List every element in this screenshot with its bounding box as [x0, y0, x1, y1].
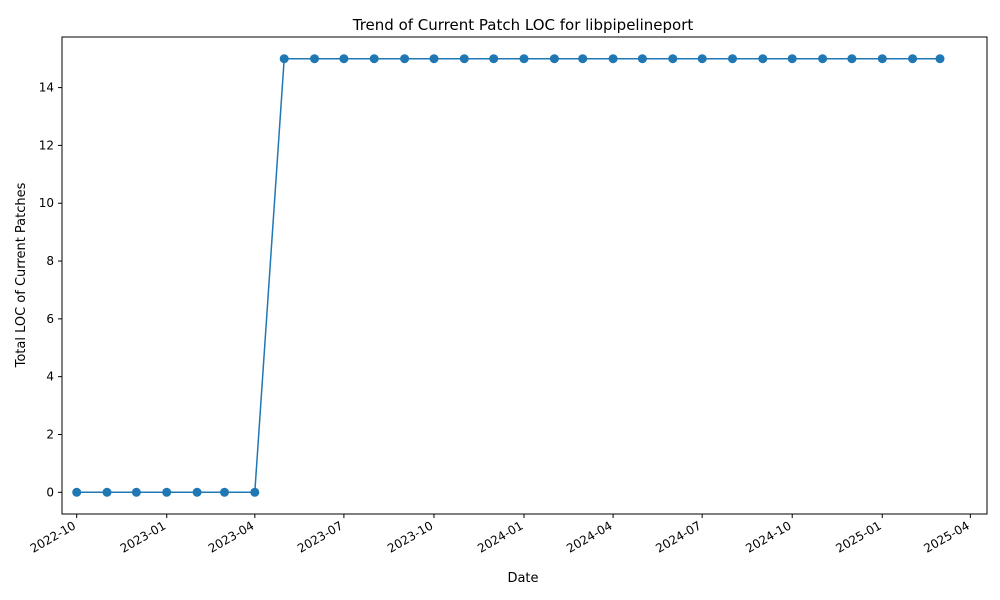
x-tick-label: 2024-07	[653, 518, 703, 555]
series-group	[72, 54, 945, 497]
data-point	[339, 54, 349, 64]
data-point	[250, 487, 260, 497]
data-point	[728, 54, 737, 64]
data-point	[818, 54, 828, 64]
y-tick-label: 14	[39, 81, 54, 95]
x-tick-label: 2023-04	[206, 518, 256, 555]
data-point	[877, 54, 887, 64]
data-point	[310, 54, 319, 64]
data-point	[758, 54, 768, 64]
data-point	[578, 54, 588, 64]
data-point	[549, 54, 559, 64]
y-tick-label: 4	[46, 370, 54, 384]
data-point	[935, 54, 945, 64]
series-line	[76, 57, 940, 494]
data-point	[637, 54, 647, 64]
y-tick-label: 12	[39, 138, 54, 152]
x-tick-label: 2024-01	[475, 518, 525, 555]
data-point	[102, 487, 112, 497]
data-point	[279, 54, 289, 64]
data-point	[192, 487, 202, 497]
x-tick-label: 2025-04	[921, 518, 971, 555]
y-axis-label: Total LOC of Current Patches	[14, 182, 29, 368]
x-tick-label: 2023-07	[295, 518, 345, 555]
data-point	[400, 54, 410, 64]
x-tick-label: 2023-10	[385, 518, 435, 555]
y-tick-label: 6	[46, 312, 54, 326]
y-axis: 0 2 4 6 8 10 12 14	[39, 81, 62, 499]
data-point	[489, 54, 499, 64]
data-point	[459, 54, 469, 64]
data-point	[220, 487, 229, 497]
data-point	[908, 54, 918, 64]
x-axis-label: Date	[507, 571, 538, 586]
data-point	[162, 487, 172, 497]
x-tick-label: 2024-10	[743, 518, 793, 555]
data-point	[847, 54, 857, 64]
data-point	[519, 54, 529, 64]
data-point	[131, 487, 141, 497]
y-tick-label: 2	[46, 428, 54, 442]
x-tick-label: 2023-01	[118, 518, 168, 555]
y-tick-label: 0	[46, 485, 54, 499]
data-point	[668, 54, 678, 64]
y-tick-label: 10	[39, 196, 54, 210]
data-point	[72, 487, 82, 497]
x-tick-label: 2024-04	[564, 518, 614, 555]
chart-title: Trend of Current Patch LOC for libpipeli…	[352, 16, 694, 34]
data-point	[429, 54, 439, 64]
data-point	[697, 54, 707, 64]
x-tick-label: 2025-01	[833, 518, 883, 555]
y-tick-label: 8	[46, 254, 54, 268]
plot-frame	[61, 36, 988, 515]
x-tick-label: 2022-10	[28, 518, 78, 555]
data-point	[787, 54, 797, 64]
data-point	[369, 54, 379, 64]
data-point	[608, 54, 618, 64]
x-axis: 2022-10 2023-01 2023-04 2023-07 2023-10 2024-…	[28, 514, 972, 556]
